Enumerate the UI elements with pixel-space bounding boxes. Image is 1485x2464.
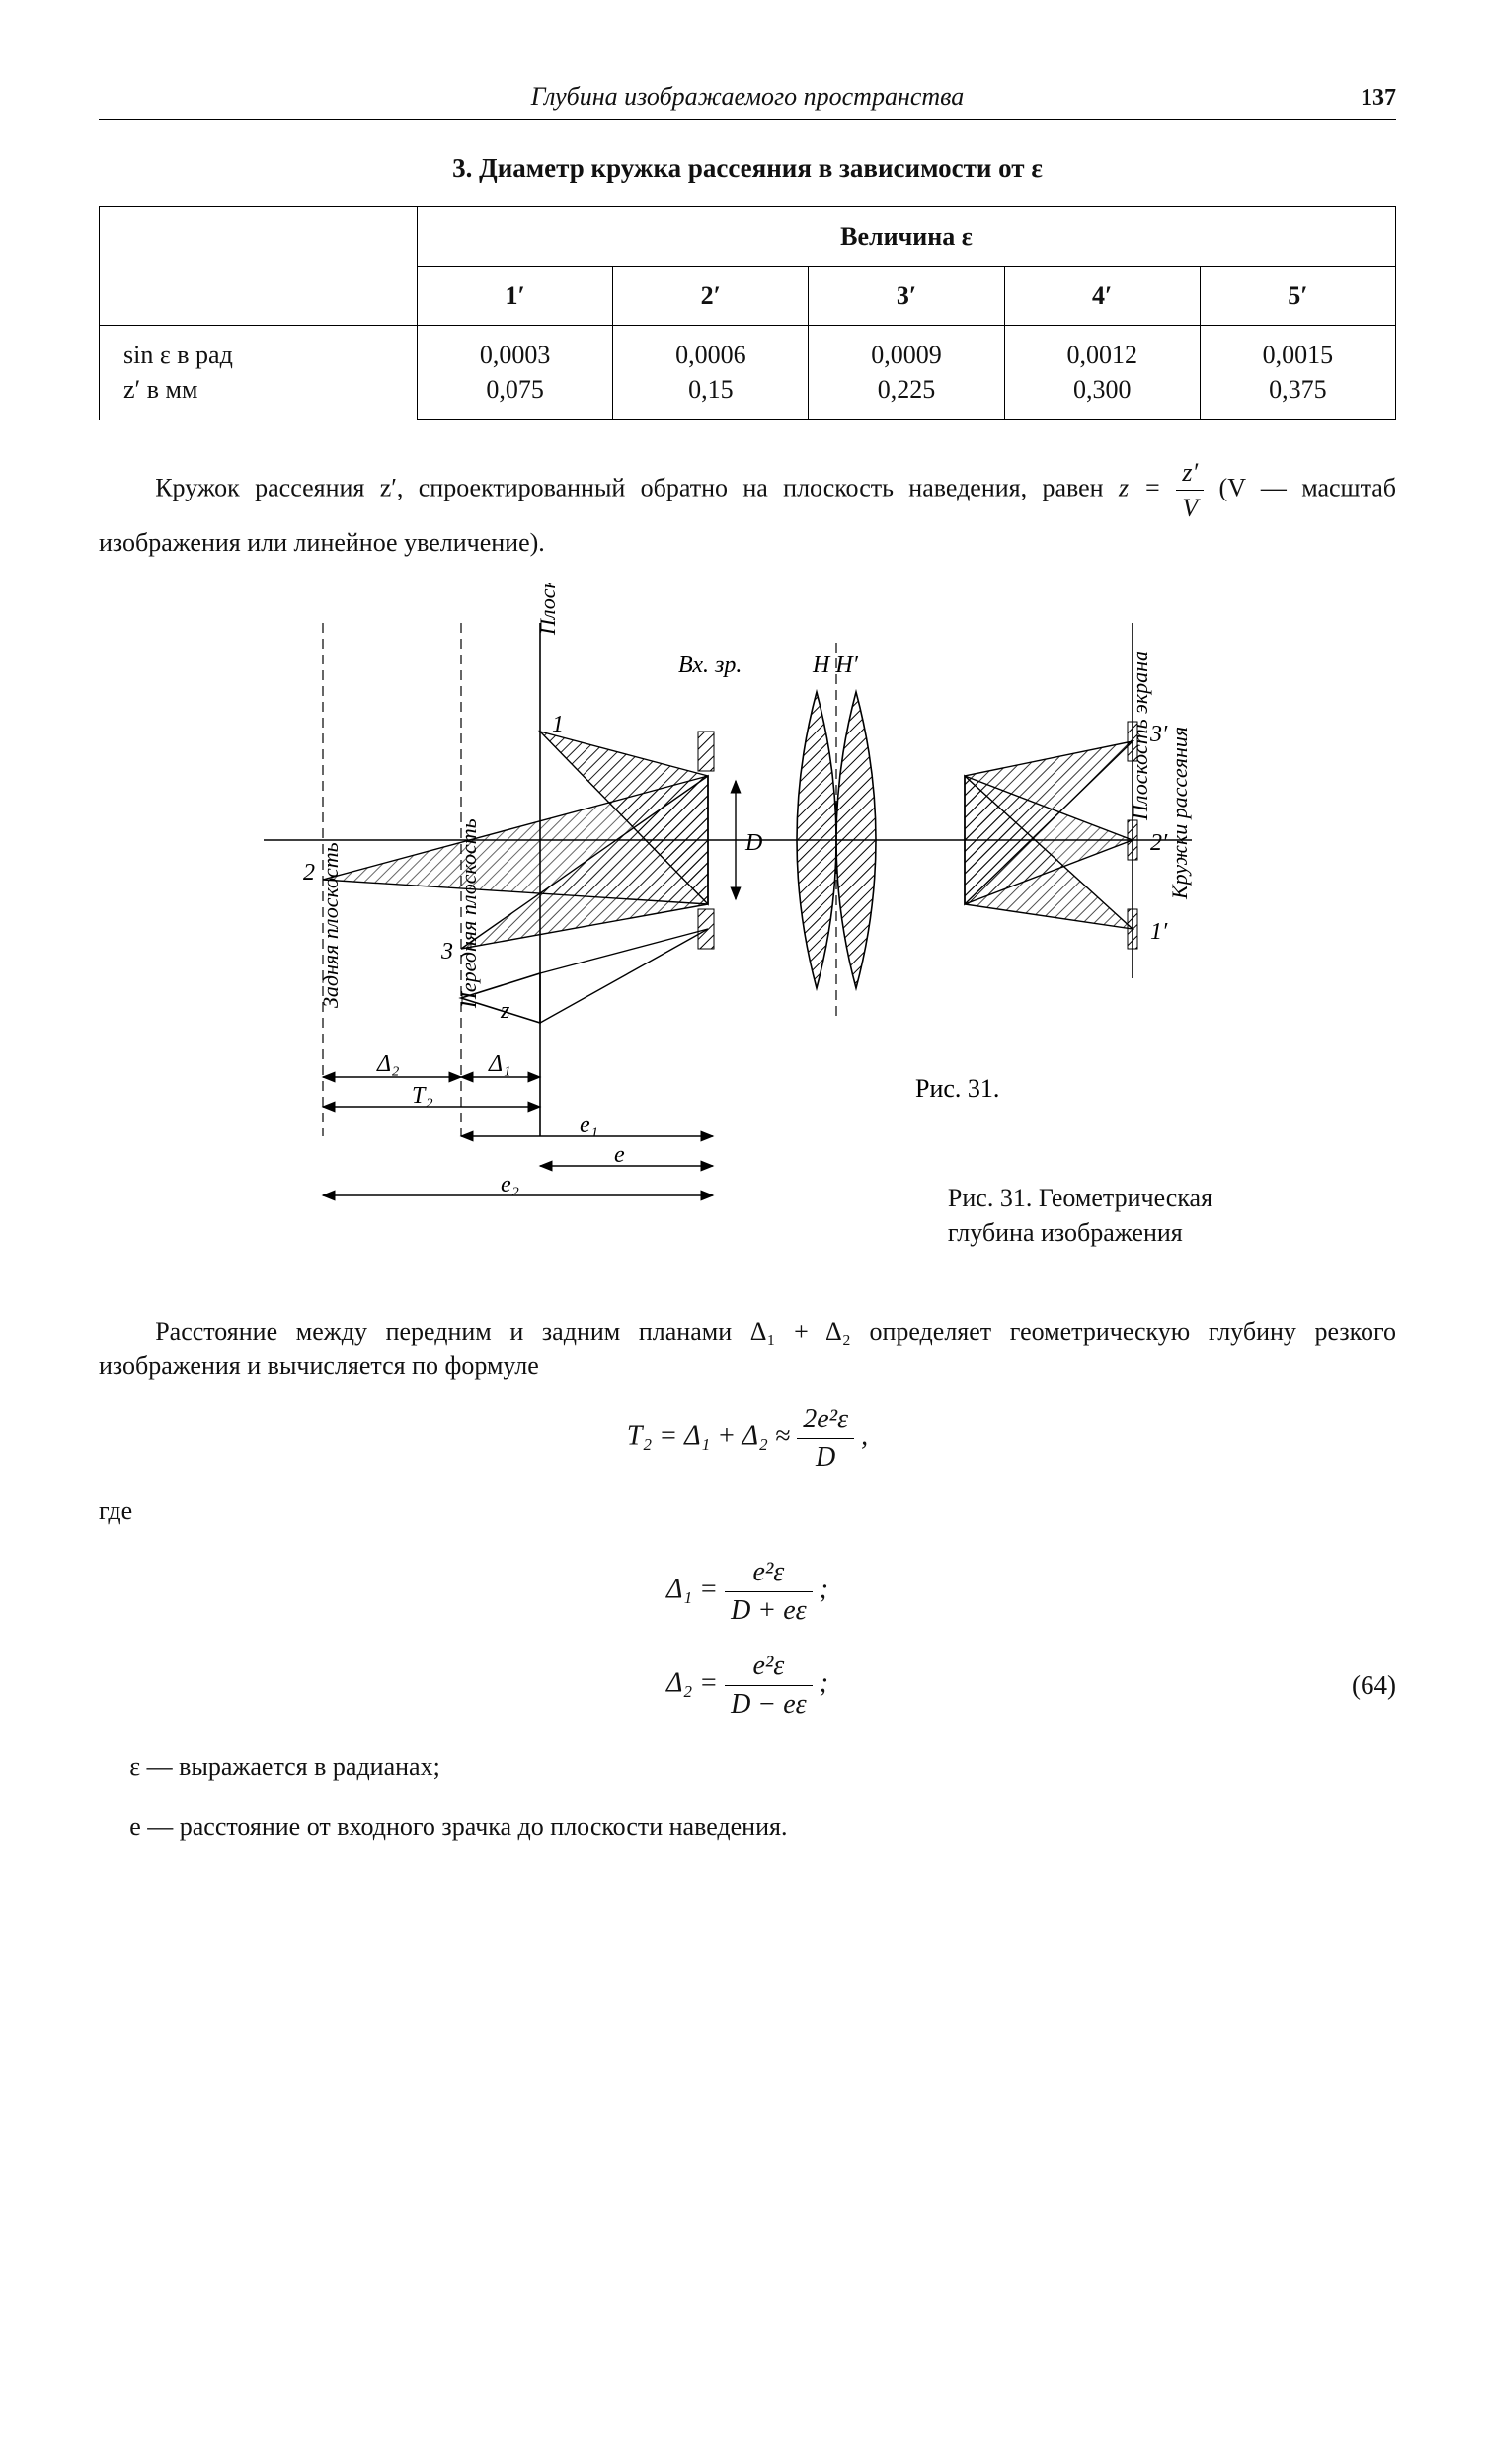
col-5: 5′ [1200,266,1395,325]
p1-pre: Кружок рассеяния z′, спроектированный об… [155,474,1119,502]
v-r2c4: 0,300 [1073,375,1132,404]
col-2: 2′ [613,266,809,325]
paragraph-2: Расстояние между передним и задним плана… [99,1314,1396,1383]
p1-lhs: z [1119,474,1129,502]
svg-text:Задняя плоскость: Задняя плоскость [318,843,343,1009]
row-label-1-text: sin ε в рад [123,341,233,369]
equation-d1: Δ₁ = e²ε D + eε ; [99,1554,1396,1630]
eq-sign: = [1143,474,1176,502]
svg-text:Δ₂: Δ₂ [376,1051,399,1077]
eq-d2-top: e²ε [725,1648,813,1686]
eq-d1-lhs: Δ₁ = [666,1575,718,1605]
eq-main-top: 2e²ε [797,1401,854,1439]
running-head: Глубина изображаемого пространства 137 [99,79,1396,120]
col-1: 1′ [418,266,613,325]
figure-svg: Плоскость наведения Задняя плоскость Пер… [204,583,1290,1215]
svg-text:2′: 2′ [1150,830,1168,856]
eq-d2-tail: ; [820,1668,828,1699]
fig-caption-prefix: Рис. 31. [948,1184,1032,1212]
svg-text:1′: 1′ [1150,919,1168,945]
cell-r1c2: 0,0006 0,15 [613,326,809,420]
cell-r1c5: 0,0015 0,375 [1200,326,1395,420]
v-r1c1: 0,0003 [480,341,551,369]
where-label: где [99,1494,1396,1528]
eq-d2-bot: D − eε [725,1686,813,1724]
eq-number: (64) [1352,1667,1396,1703]
running-title: Глубина изображаемого пространства [178,79,1317,114]
definitions: ε — выражается в радианах; e — расстояни… [99,1749,1396,1844]
row-label-1: sin ε в рад z′ в мм [100,326,418,420]
svg-text:Вх. зр.: Вх. зр. [678,653,742,678]
svg-text:Кружки рассеяния: Кружки рассеяния [1167,727,1192,900]
equation-main: T₂ = Δ₁ + Δ₂ ≈ 2e²ε D , [99,1401,1396,1477]
v-r2c5: 0,375 [1269,375,1327,404]
def-e: e — расстояние от входного зрачка до пло… [99,1810,1396,1844]
svg-text:e: e [614,1142,625,1168]
svg-text:3′: 3′ [1149,722,1168,747]
cell-r1c3: 0,0009 0,225 [809,326,1004,420]
svg-text:H H′: H H′ [812,653,859,678]
col-4: 4′ [1004,266,1200,325]
paragraph-1: Кружок рассеяния z′, спроектированный об… [99,455,1396,560]
v-r1c3: 0,0009 [871,341,942,369]
table-corner [100,206,418,325]
svg-text:3: 3 [440,939,453,964]
p1-frac-top: z′ [1176,455,1204,491]
cell-r1c1: 0,0003 0,075 [418,326,613,420]
svg-text:D: D [744,830,762,856]
col-3: 3′ [809,266,1004,325]
eq-d1-tail: ; [820,1575,828,1605]
eq-main-lhs: T₂ = Δ₁ + Δ₂ ≈ [627,1421,790,1451]
svg-text:T₂: T₂ [412,1083,433,1109]
svg-text:Плоскость экрана: Плоскость экрана [1128,651,1152,821]
svg-text:2: 2 [303,860,315,886]
v-r2c3: 0,225 [878,375,936,404]
v-r2c1: 0,075 [486,375,544,404]
v-r1c5: 0,0015 [1263,341,1334,369]
v-r2c2: 0,15 [688,375,734,404]
eq-main-bot: D [797,1439,854,1477]
lbl-plane-aim: Плоскость наведения [535,583,560,636]
figure-caption: Рис. 31. Геометрическая глубина изображе… [948,1181,1274,1250]
eq-d2-lhs: Δ₂ = [666,1668,718,1699]
figure-31: Плоскость наведения Задняя плоскость Пер… [99,583,1396,1289]
def-eps: ε — выражается в радианах; [99,1749,1396,1784]
svg-text:e₂: e₂ [501,1172,519,1197]
svg-text:Рис. 31.: Рис. 31. [915,1074,999,1103]
p2-text: Расстояние между передним и задним плана… [99,1317,1396,1380]
section-title: 3. Диаметр кружка рассеяния в зависимост… [99,150,1396,186]
svg-text:1: 1 [552,712,564,737]
eq-main-tail: , [861,1421,868,1451]
svg-text:e₁: e₁ [580,1113,598,1138]
svg-text:Δ₁: Δ₁ [488,1051,510,1077]
row-label-2-text: z′ в мм [123,375,197,404]
equation-d2: Δ₂ = e²ε D − eε ; (64) [99,1648,1396,1724]
cell-r1c4: 0,0012 0,300 [1004,326,1200,420]
eq-d1-top: e²ε [725,1554,813,1592]
p1-frac-bot: V [1176,491,1204,525]
svg-text:z: z [500,998,510,1024]
v-r1c2: 0,0006 [675,341,746,369]
epsilon-table: Величина ε 1′ 2′ 3′ 4′ 5′ sin ε в рад z′… [99,206,1396,420]
v-r1c4: 0,0012 [1066,341,1137,369]
table-header-main: Величина ε [418,206,1396,266]
page-number: 137 [1317,82,1396,114]
eq-d1-bot: D + eε [725,1592,813,1630]
svg-text:Передняя плоскость: Передняя плоскость [456,819,481,1010]
